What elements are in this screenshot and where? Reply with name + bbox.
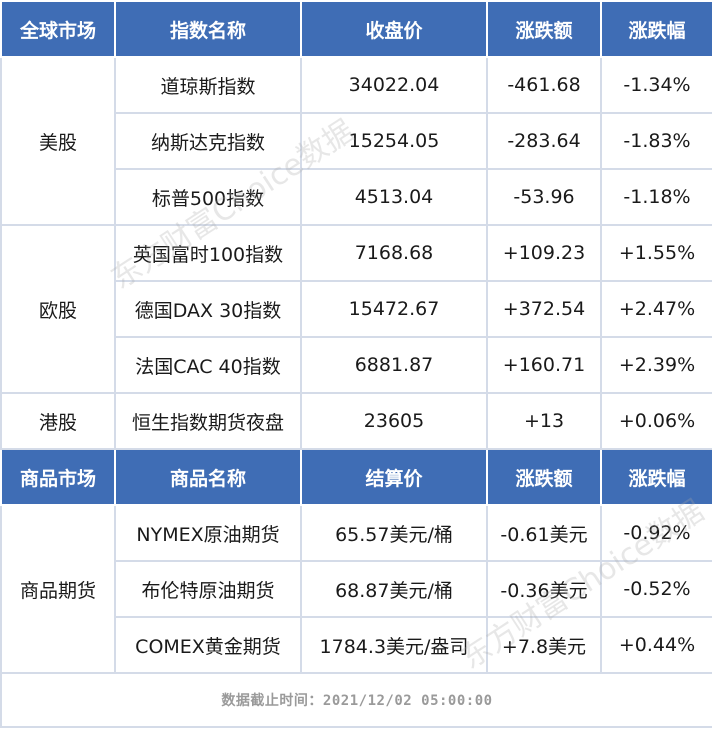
footer-row: 数据截止时间：2021/12/02 05:00:00 [0,672,712,728]
column-header: 收盘价 [300,0,488,58]
column-header: 涨跌幅 [600,448,712,506]
header-row: 全球市场 指数名称 收盘价 涨跌额 涨跌幅 [0,0,712,58]
table-row: COMEX黄金期货 1784.3美元/盎司 +7.8美元 +0.44% [1,616,712,674]
group-label: 商品期货 [0,504,116,674]
column-header: 结算价 [300,448,488,506]
name-cell: 布伦特原油期货 [114,560,302,618]
table-row: 欧股 英国富时100指数 7168.68 +109.23 +1.55% [0,224,712,394]
price-cell: 23605 [300,392,488,450]
change-percent-cell: -1.83% [600,112,712,170]
name-cell: NYMEX原油期货 [114,504,302,562]
change-percent-cell: -1.18% [600,168,712,226]
change-percent-cell: +1.55% [600,224,712,282]
change-cell: +160.71 [486,336,602,394]
table-row: 商品期货 NYMEX原油期货 65.57美元/桶 -0.61美元 -0.92% [0,504,712,674]
table-row: 法国CAC 40指数 6881.87 +160.71 +2.39% [1,336,712,394]
price-cell: 65.57美元/桶 [300,504,488,562]
column-header: 涨跌额 [486,448,602,506]
price-cell: 1784.3美元/盎司 [300,616,488,674]
table-row: 布伦特原油期货 68.87美元/桶 -0.36美元 -0.52% [1,560,712,618]
change-cell: -53.96 [486,168,602,226]
change-cell: -0.61美元 [486,504,602,562]
change-cell: +13 [486,392,602,450]
change-cell: +372.54 [486,280,602,338]
change-cell: +109.23 [486,224,602,282]
group-label: 港股 [0,392,116,450]
change-percent-cell: +2.39% [600,336,712,394]
name-cell: COMEX黄金期货 [114,616,302,674]
table-row: 纳斯达克指数 15254.05 -283.64 -1.83% [1,112,712,170]
name-cell: 德国DAX 30指数 [114,280,302,338]
column-header: 商品名称 [114,448,302,506]
table-row: 德国DAX 30指数 15472.67 +372.54 +2.47% [1,280,712,338]
change-percent-cell: -1.34% [600,56,712,114]
name-cell: 纳斯达克指数 [114,112,302,170]
price-cell: 4513.04 [300,168,488,226]
change-cell: -461.68 [486,56,602,114]
change-cell: -283.64 [486,112,602,170]
header-row: 商品市场 商品名称 结算价 涨跌额 涨跌幅 [0,448,712,506]
change-percent-cell: -0.92% [600,504,712,562]
price-cell: 7168.68 [300,224,488,282]
column-header: 商品市场 [0,448,116,506]
table-row: 美股 道琼斯指数 34022.04 -461.68 -1.34% [0,56,712,226]
name-cell: 英国富时100指数 [114,224,302,282]
change-percent-cell: -0.52% [600,560,712,618]
change-percent-cell: +2.47% [600,280,712,338]
change-cell: -0.36美元 [486,560,602,618]
group-label: 美股 [0,56,116,226]
name-cell: 道琼斯指数 [114,56,302,114]
market-table: 全球市场 指数名称 收盘价 涨跌额 涨跌幅 美股 道琼斯指数 34022.04 -461.68-… [0,0,712,728]
group-label: 欧股 [0,224,116,394]
price-cell: 15254.05 [300,112,488,170]
price-cell: 68.87美元/桶 [300,560,488,618]
data-cutoff-time: 数据截止时间：2021/12/02 05:00:00 [0,672,712,728]
price-cell: 34022.04 [300,56,488,114]
table-row: 标普500指数 4513.04 -53.96 -1.18% [1,168,712,226]
column-header: 指数名称 [114,0,302,58]
column-header: 涨跌额 [486,0,602,58]
change-percent-cell: +0.06% [600,392,712,450]
change-percent-cell: +0.44% [600,616,712,674]
price-cell: 15472.67 [300,280,488,338]
name-cell: 标普500指数 [114,168,302,226]
name-cell: 法国CAC 40指数 [114,336,302,394]
name-cell: 恒生指数期货夜盘 [114,392,302,450]
column-header: 涨跌幅 [600,0,712,58]
column-header: 全球市场 [0,0,116,58]
price-cell: 6881.87 [300,336,488,394]
table-row: 港股 恒生指数期货夜盘 23605 +13 +0.06% [0,392,712,450]
change-cell: +7.8美元 [486,616,602,674]
